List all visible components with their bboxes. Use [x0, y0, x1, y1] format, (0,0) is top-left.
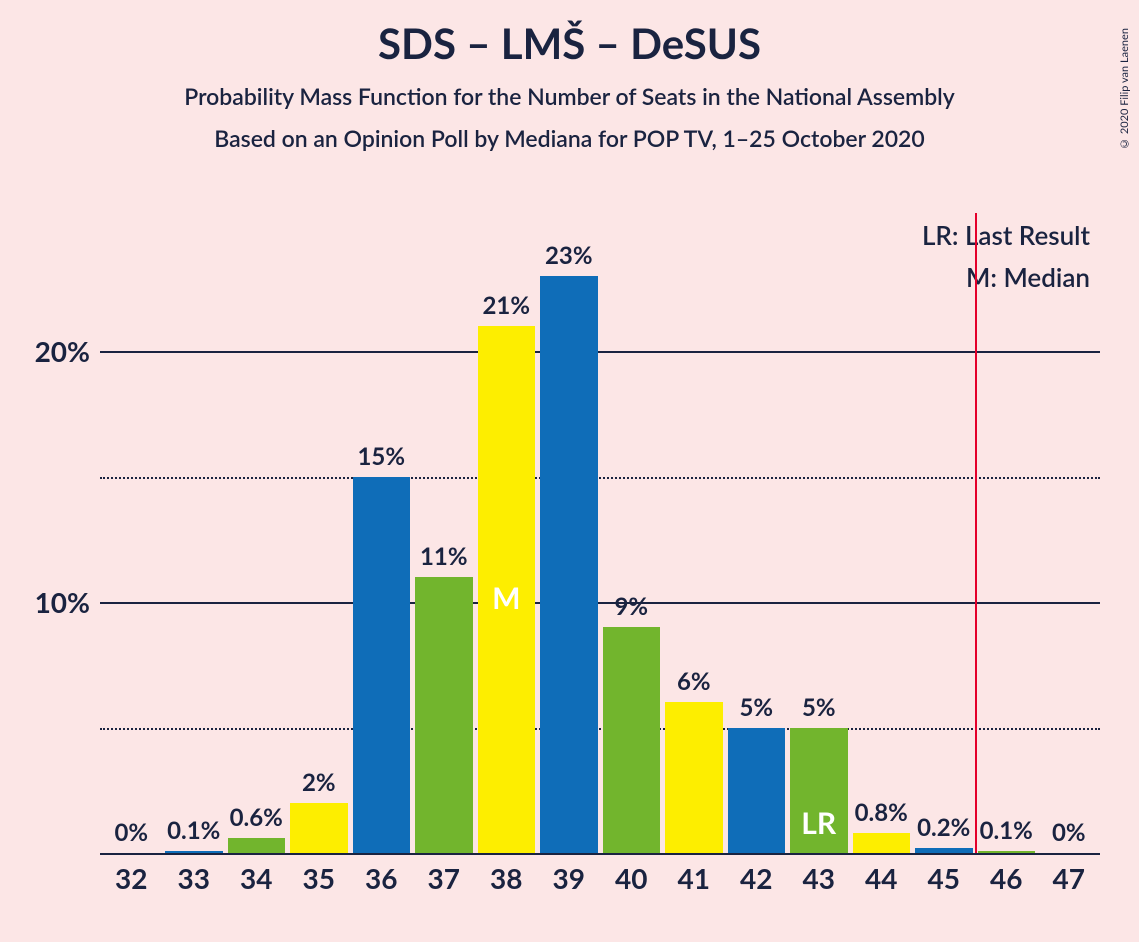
y-axis-label: 10%: [35, 585, 90, 619]
bar: 9%: [603, 627, 661, 853]
bar-value-label: 0.1%: [978, 816, 1036, 851]
bar-value-label: 5%: [728, 693, 786, 728]
bar: 5%: [728, 728, 786, 853]
chart-area: LR: Last Result M: Median 0%0.1%0.6%2%15…: [100, 213, 1100, 853]
x-axis-tick-label: 39: [553, 861, 585, 895]
bar: 0.8%: [853, 833, 911, 853]
bar: 0.6%: [228, 838, 286, 853]
x-axis-tick-label: 40: [615, 861, 647, 895]
bar-value-label: 5%: [790, 693, 848, 728]
x-axis-tick-label: 44: [865, 861, 897, 895]
bar-value-label: 0.1%: [165, 816, 223, 851]
x-axis-tick-label: 32: [115, 861, 147, 895]
x-axis-tick-label: 36: [365, 861, 397, 895]
x-axis-tick-label: 37: [428, 861, 460, 895]
x-axis-tick-label: 33: [178, 861, 210, 895]
bar-value-label: 23%: [540, 241, 598, 276]
bar: 21%M: [478, 326, 536, 853]
y-axis-label: 20%: [35, 334, 90, 368]
x-axis-tick-label: 38: [490, 861, 522, 895]
bar: 15%: [353, 477, 411, 853]
x-axis-tick-label: 42: [740, 861, 772, 895]
copyright-text: © 2020 Filip van Laenen: [1118, 28, 1131, 150]
chart-subtitle-1: Probability Mass Function for the Number…: [0, 82, 1139, 110]
bar: 6%: [665, 702, 723, 853]
bar-value-label: 0%: [1040, 818, 1098, 853]
bar-value-label: 9%: [603, 592, 661, 627]
chart-title: SDS – LMŠ – DeSUS: [0, 18, 1139, 68]
bars-container: 0%0.1%0.6%2%15%11%21%M23%9%6%5%5%LR0.8%0…: [100, 213, 1100, 853]
baseline: [100, 853, 1100, 855]
bar-value-label: 11%: [415, 542, 473, 577]
x-axis-tick-label: 46: [990, 861, 1022, 895]
x-axis-tick-label: 47: [1053, 861, 1085, 895]
x-axis-tick-label: 43: [803, 861, 835, 895]
last-result-marker: LR: [790, 805, 848, 841]
bar-value-label: 0.2%: [915, 813, 973, 848]
bar: 11%: [415, 577, 473, 853]
bar: 2%: [290, 803, 348, 853]
median-marker: M: [478, 580, 536, 616]
titles: SDS – LMŠ – DeSUS Probability Mass Funct…: [0, 18, 1139, 152]
bar-value-label: 21%: [478, 291, 536, 326]
bar-value-label: 0.8%: [853, 798, 911, 833]
x-axis-tick-label: 45: [928, 861, 960, 895]
last-result-line: [975, 213, 977, 853]
bar: 23%: [540, 276, 598, 853]
bar-value-label: 15%: [353, 442, 411, 477]
x-axis-tick-label: 35: [303, 861, 335, 895]
bar: 5%LR: [790, 728, 848, 853]
plot-area: LR: Last Result M: Median 0%0.1%0.6%2%15…: [100, 213, 1100, 853]
bar-value-label: 6%: [665, 667, 723, 702]
bar-value-label: 2%: [290, 768, 348, 803]
x-axis-tick-label: 41: [678, 861, 710, 895]
bar-value-label: 0.6%: [228, 803, 286, 838]
bar-value-label: 0%: [103, 818, 161, 853]
x-axis-tick-label: 34: [240, 861, 272, 895]
chart-subtitle-2: Based on an Opinion Poll by Mediana for …: [0, 124, 1139, 152]
